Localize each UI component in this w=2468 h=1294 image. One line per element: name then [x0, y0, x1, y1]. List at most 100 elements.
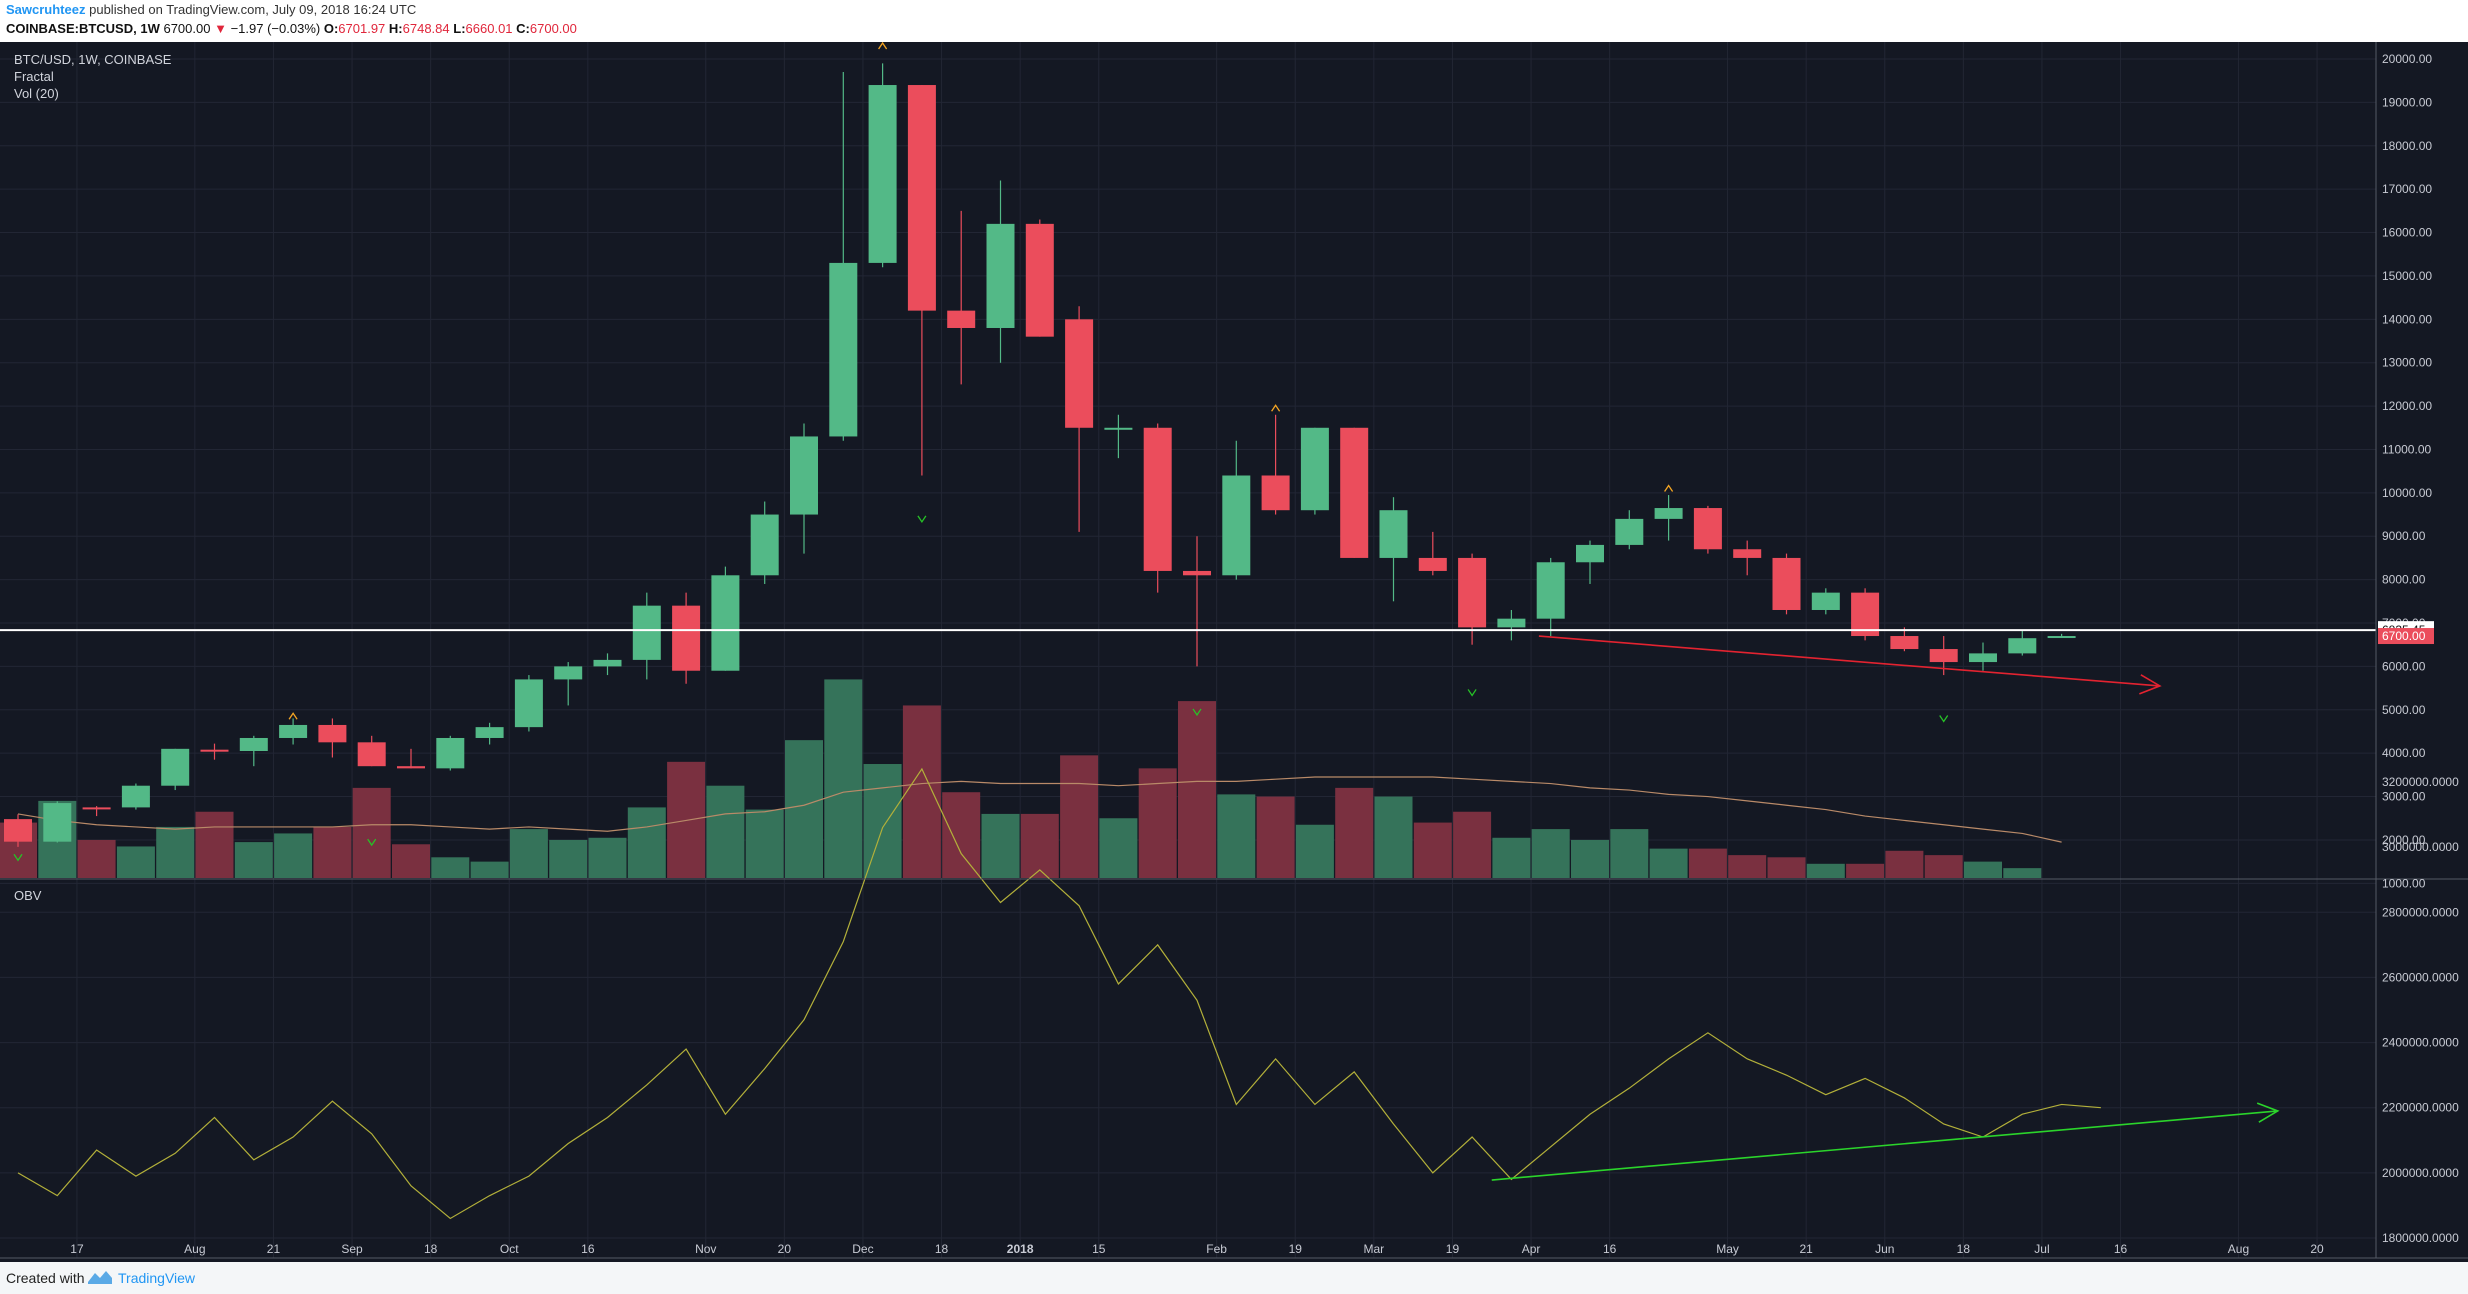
footer-bar: Created with TradingView	[0, 1262, 2468, 1294]
time-tick-label: Aug	[184, 1242, 205, 1256]
candle-body	[829, 262, 858, 437]
price-tick-label: 4000.00	[2382, 746, 2426, 760]
price-tick-label: 17000.00	[2382, 182, 2432, 196]
price-tick-label: 8000.00	[2382, 573, 2426, 587]
volume-bar	[1060, 755, 1099, 878]
fractal-up-icon	[1271, 404, 1281, 412]
chart-canvas[interactable]: 1000.00 2000.00 3000.00 4000.00 5000.00 6000.…	[0, 42, 2468, 1262]
volume-bar	[981, 813, 1020, 878]
candle-body	[2008, 638, 2037, 654]
price-tick-label: 3000.00	[2382, 790, 2426, 804]
volume-bar	[1806, 863, 1845, 878]
time-tick-label: 16	[2114, 1242, 2128, 1256]
obv-tick-label: 3000000.0000	[2382, 840, 2459, 854]
volume-bar	[234, 842, 273, 878]
change-value: −1.97 (−0.03%)	[230, 21, 321, 36]
time-tick-label: Mar	[1364, 1242, 1385, 1256]
price-tick-label: 15000.00	[2382, 269, 2432, 283]
candle-body	[1497, 618, 1526, 628]
volume-bar	[77, 839, 116, 878]
candle-body	[200, 749, 229, 752]
current-price-tag	[2378, 628, 2434, 645]
candle-body	[397, 766, 425, 769]
tradingview-logo-icon[interactable]	[86, 1268, 114, 1291]
price-tick-label: 12000.00	[2382, 399, 2432, 413]
volume-bar	[156, 826, 195, 878]
candle-body	[1340, 427, 1369, 558]
legend-fractal: Fractal	[14, 69, 54, 84]
volume-bar	[863, 764, 902, 878]
candle-body	[279, 724, 308, 738]
candle-body	[750, 514, 779, 576]
time-tick-label: 16	[1603, 1242, 1617, 1256]
volume-bar	[470, 861, 509, 878]
time-tick-label: Jun	[1875, 1242, 1894, 1256]
candle-body	[1772, 557, 1801, 610]
candle-body	[82, 807, 111, 810]
candle-body	[1693, 508, 1722, 550]
red-arrowhead-icon	[2139, 674, 2162, 695]
volume-bar	[1728, 855, 1767, 878]
volume-bar	[1256, 796, 1295, 878]
volume-bars	[0, 679, 2042, 878]
volume-bar	[1846, 863, 1885, 878]
obv-tick-label: 3200000.0000	[2382, 775, 2459, 789]
chart-axes: 1000.00 2000.00 3000.00 4000.00 5000.00 6000.…	[0, 42, 2468, 1259]
time-tick-label: 16	[581, 1242, 595, 1256]
time-tick-label: 18	[1957, 1242, 1971, 1256]
price-tick-label: 9000.00	[2382, 529, 2426, 543]
candle-body	[1261, 475, 1290, 511]
candle-body	[436, 737, 465, 769]
candle-body	[593, 659, 622, 667]
time-tick-label: 18	[935, 1242, 949, 1256]
tradingview-link[interactable]: TradingView	[118, 1270, 196, 1286]
volume-bar	[824, 679, 863, 878]
candle-body	[1536, 562, 1565, 619]
ohlc-summary: COINBASE:BTCUSD, 1W 6700.00 ▼ −1.97 (−0.…	[6, 21, 577, 36]
volume-bar	[1020, 813, 1059, 878]
price-tick-label: 5000.00	[2382, 703, 2426, 717]
volume-bar	[1335, 787, 1374, 878]
candle-body	[554, 666, 583, 680]
red-trendline[interactable]	[1538, 635, 2162, 695]
time-tick-label: 2018	[1007, 1242, 1034, 1256]
time-tick-label: Aug	[2228, 1242, 2249, 1256]
volume-bar	[1374, 796, 1413, 878]
obv-tick-label: 2600000.0000	[2382, 970, 2459, 984]
volume-bar	[785, 740, 823, 878]
candle-body	[1851, 592, 1880, 637]
author-link[interactable]: Sawcruhteez	[6, 2, 86, 17]
volume-bar	[1492, 837, 1531, 878]
volume-bar	[1217, 794, 1256, 878]
price-tick-label: 10000.00	[2382, 486, 2432, 500]
candle-body	[1379, 510, 1408, 558]
open-label: O:	[323, 21, 339, 36]
obv-tick-label: 2400000.0000	[2382, 1036, 2459, 1050]
candle-body	[357, 742, 386, 767]
obv-line	[17, 767, 2101, 1220]
time-tick-label: 21	[1799, 1242, 1813, 1256]
candle-body	[672, 605, 701, 671]
time-tick-label: 21	[267, 1242, 281, 1256]
price-tick-label: 11000.00	[2382, 442, 2431, 456]
close-value: 6700.00	[529, 21, 577, 36]
candle-body	[161, 748, 190, 786]
volume-bar	[392, 844, 430, 878]
price-candles	[4, 63, 2076, 847]
obv-tick-label: 2000000.0000	[2382, 1166, 2459, 1180]
price-tick-label: 16000.00	[2382, 226, 2432, 240]
candle-body	[1025, 223, 1054, 337]
volume-bar	[745, 809, 784, 878]
candle-body	[318, 724, 347, 743]
green-trendline[interactable]	[1491, 1102, 2280, 1181]
current-price-label: 6700.00	[2382, 629, 2426, 643]
created-with-label: Created with	[6, 1270, 85, 1286]
symbol-label: COINBASE:BTCUSD, 1W	[6, 21, 160, 36]
time-tick-label: 17	[70, 1242, 84, 1256]
candle-body	[986, 223, 1015, 328]
volume-bar	[313, 826, 352, 878]
volume-bar	[274, 833, 313, 878]
candle-body	[947, 310, 976, 328]
volume-bar	[588, 837, 627, 878]
volume-bar	[116, 846, 155, 878]
